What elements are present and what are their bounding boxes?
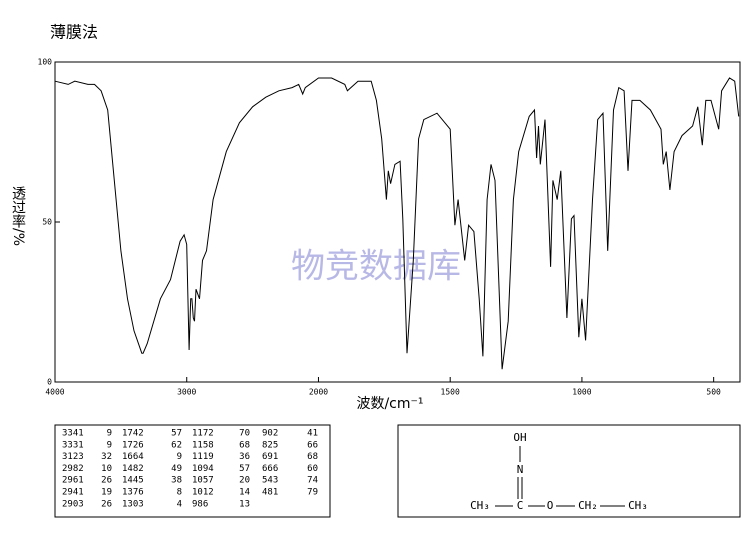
peak-transmittance: 68 — [239, 440, 250, 450]
x-tick-label: 1000 — [572, 388, 591, 397]
peak-wavenumber: 902 — [262, 429, 278, 439]
peak-wavenumber: 1482 — [122, 464, 144, 474]
peak-wavenumber: 1664 — [122, 452, 144, 462]
peak-wavenumber: 1158 — [192, 440, 214, 450]
peak-transmittance: 68 — [307, 452, 318, 462]
atom: CH₃ — [470, 499, 490, 512]
peak-wavenumber: 691 — [262, 452, 278, 462]
peak-transmittance: 14 — [239, 488, 250, 498]
peak-transmittance: 38 — [171, 476, 182, 486]
peak-wavenumber: 2982 — [62, 464, 84, 474]
peak-wavenumber: 3341 — [62, 429, 84, 439]
peak-transmittance: 66 — [307, 440, 318, 450]
peak-wavenumber: 1742 — [122, 429, 144, 439]
peak-transmittance: 9 — [177, 452, 182, 462]
atom: C — [517, 499, 524, 512]
peak-wavenumber: 543 — [262, 476, 278, 486]
peak-transmittance: 4 — [177, 499, 182, 509]
y-tick-label: 100 — [38, 58, 53, 67]
peak-wavenumber: 666 — [262, 464, 278, 474]
peak-transmittance: 74 — [307, 476, 318, 486]
peak-wavenumber: 1012 — [192, 488, 214, 498]
peak-transmittance: 10 — [101, 464, 112, 474]
peak-transmittance: 62 — [171, 440, 182, 450]
peak-transmittance: 19 — [101, 488, 112, 498]
peak-wavenumber: 3331 — [62, 440, 84, 450]
atom: O — [547, 499, 554, 512]
peak-wavenumber: 2903 — [62, 499, 84, 509]
peak-wavenumber: 1119 — [192, 452, 214, 462]
x-axis-label: 波数/cm⁻¹ — [356, 396, 423, 412]
peak-transmittance: 41 — [307, 429, 318, 439]
plot-frame — [54, 61, 741, 383]
atom: CH₃ — [628, 499, 648, 512]
x-tick-label: 500 — [706, 388, 721, 397]
peak-table-frame — [54, 424, 331, 518]
peak-wavenumber: 1726 — [122, 440, 144, 450]
peak-transmittance: 9 — [107, 429, 112, 439]
peak-wavenumber: 825 — [262, 440, 278, 450]
x-tick-label: 3000 — [177, 388, 196, 397]
peak-transmittance: 60 — [307, 464, 318, 474]
peak-transmittance: 26 — [101, 476, 112, 486]
y-tick-label: 0 — [47, 378, 52, 387]
x-tick-label: 2000 — [309, 388, 328, 397]
watermark: 物竞数据库 — [291, 247, 461, 287]
peak-wavenumber: 2961 — [62, 476, 84, 486]
spectrum-line — [54, 77, 740, 370]
peak-transmittance: 79 — [307, 488, 318, 498]
peak-transmittance: 13 — [239, 499, 250, 509]
atom: CH₂ — [578, 499, 598, 512]
peak-wavenumber: 1057 — [192, 476, 214, 486]
peak-transmittance: 9 — [107, 440, 112, 450]
peak-transmittance: 32 — [101, 452, 112, 462]
y-tick-label: 50 — [42, 218, 52, 227]
peak-wavenumber: 1172 — [192, 429, 214, 439]
peak-wavenumber: 1376 — [122, 488, 144, 498]
peak-wavenumber: 481 — [262, 488, 278, 498]
bonds — [495, 446, 625, 507]
atom: N — [517, 463, 524, 476]
x-tick-label: 1500 — [441, 388, 460, 397]
peak-wavenumber: 1445 — [122, 476, 144, 486]
peak-transmittance: 70 — [239, 429, 250, 439]
peak-transmittance: 36 — [239, 452, 250, 462]
peak-wavenumber: 1303 — [122, 499, 144, 509]
peak-transmittance: 57 — [239, 464, 250, 474]
peak-wavenumber: 986 — [192, 499, 208, 509]
chart-title: 薄膜法 — [50, 23, 98, 42]
peak-wavenumber: 2941 — [62, 488, 84, 498]
y-axis-label: 透过率/% — [10, 186, 26, 246]
peak-wavenumber: 1094 — [192, 464, 214, 474]
peak-transmittance: 57 — [171, 429, 182, 439]
atom: OH — [513, 431, 526, 444]
peak-transmittance: 26 — [101, 499, 112, 509]
peak-transmittance: 20 — [239, 476, 250, 486]
structure-frame — [397, 424, 741, 518]
peak-wavenumber: 3123 — [62, 452, 84, 462]
x-tick-label: 4000 — [45, 388, 64, 397]
peak-transmittance: 8 — [177, 488, 182, 498]
peak-transmittance: 49 — [171, 464, 182, 474]
